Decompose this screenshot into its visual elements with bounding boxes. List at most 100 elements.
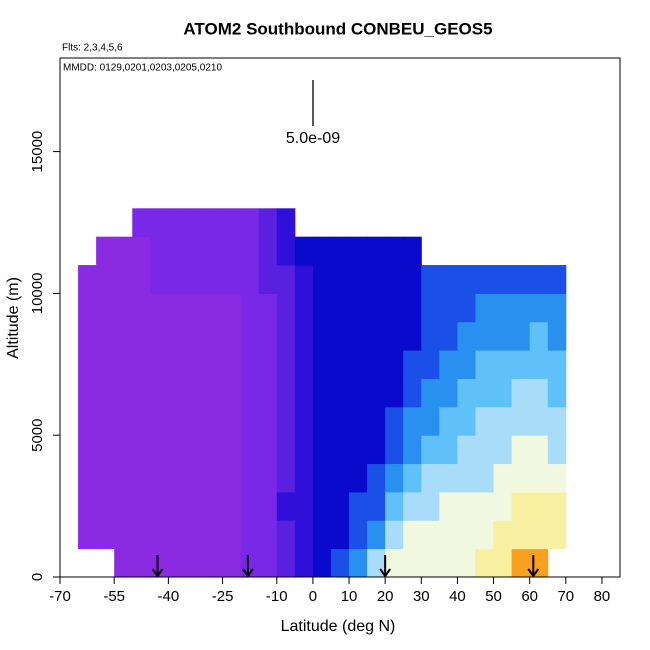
heat-cell xyxy=(240,548,260,578)
y-tick-label: 0 xyxy=(29,573,46,581)
heat-cell xyxy=(511,463,531,493)
heat-cell xyxy=(258,406,278,436)
heat-cell xyxy=(168,293,187,323)
x-tick-label: -70 xyxy=(49,588,71,605)
heat-cell xyxy=(276,293,296,323)
heat-cell xyxy=(276,321,296,351)
heat-cell xyxy=(367,265,386,294)
heat-cell xyxy=(457,350,476,379)
heat-cell xyxy=(367,491,386,521)
heat-cell xyxy=(222,265,242,294)
heat-cell xyxy=(150,350,169,379)
heat-cell xyxy=(312,236,332,266)
heat-cell xyxy=(114,520,133,550)
heat-cell xyxy=(168,321,187,351)
heat-cell xyxy=(78,463,97,493)
heat-cell xyxy=(222,463,242,493)
heat-cell xyxy=(132,406,151,436)
heat-cell xyxy=(168,265,187,294)
heat-cell xyxy=(421,463,440,493)
heat-cell xyxy=(367,463,386,493)
heat-cell xyxy=(385,406,404,436)
heat-cell xyxy=(511,406,531,436)
heat-cell xyxy=(276,548,296,578)
heat-cell xyxy=(529,350,549,379)
chart-title: ATOM2 Southbound CONBEU_GEOS5 xyxy=(183,19,492,38)
heat-cell xyxy=(132,350,151,379)
heat-cell xyxy=(330,293,350,323)
heat-cell xyxy=(186,520,206,550)
heat-cell xyxy=(349,378,368,408)
heat-cell xyxy=(529,520,549,550)
heat-cell xyxy=(114,435,133,465)
heat-cell xyxy=(240,236,260,266)
heat-cell xyxy=(258,350,278,379)
heat-cell xyxy=(457,293,476,323)
heat-cell xyxy=(457,435,476,465)
heat-cell xyxy=(529,435,549,465)
x-tick-label: -55 xyxy=(103,588,125,605)
y-tick-label: 10000 xyxy=(29,273,46,315)
heat-cell xyxy=(439,406,458,436)
heat-cell xyxy=(439,435,458,465)
heat-cell xyxy=(258,520,278,550)
heat-cell xyxy=(186,321,206,351)
heat-cell xyxy=(547,491,567,521)
heat-cell xyxy=(78,293,97,323)
heat-cell xyxy=(168,463,187,493)
heat-cell xyxy=(96,463,115,493)
heat-cell xyxy=(385,350,404,379)
heat-cell xyxy=(421,293,440,323)
heat-cell xyxy=(114,321,133,351)
heat-cell xyxy=(78,491,97,521)
heat-cell xyxy=(114,350,133,379)
heat-cell xyxy=(330,520,350,550)
heat-cell xyxy=(186,548,206,578)
heat-cell xyxy=(78,378,97,408)
heat-cell xyxy=(385,265,404,294)
heat-cell xyxy=(421,378,440,408)
heat-cell xyxy=(312,293,332,323)
heat-cell xyxy=(312,548,332,578)
heat-cell xyxy=(367,293,386,323)
heat-cell xyxy=(312,350,332,379)
heat-cell xyxy=(222,520,242,550)
heat-cell xyxy=(330,350,350,379)
heat-cell xyxy=(475,406,495,436)
x-tick-label: -40 xyxy=(158,588,180,605)
heat-cell xyxy=(186,406,206,436)
heat-cell xyxy=(457,520,476,550)
heat-cell xyxy=(132,548,151,578)
heat-cell xyxy=(78,406,97,436)
heat-cell xyxy=(385,378,404,408)
heat-cell xyxy=(168,435,187,465)
heat-cell xyxy=(511,293,531,323)
heat-cell xyxy=(529,491,549,521)
heat-cell xyxy=(294,491,314,521)
heat-cell xyxy=(457,321,476,351)
heat-cell xyxy=(385,491,404,521)
heat-cell xyxy=(403,406,422,436)
heat-cell xyxy=(168,406,187,436)
heat-cell xyxy=(96,236,115,266)
heat-cell xyxy=(475,350,495,379)
heat-cell xyxy=(457,491,476,521)
heat-cell xyxy=(529,378,549,408)
heat-cell xyxy=(511,548,531,578)
heat-cell xyxy=(258,378,278,408)
heat-cell xyxy=(258,491,278,521)
heat-cell xyxy=(312,406,332,436)
heat-cell xyxy=(204,208,224,238)
heat-cell xyxy=(511,520,531,550)
heat-cell xyxy=(511,350,531,379)
heat-cell xyxy=(403,350,422,379)
heat-cell xyxy=(439,463,458,493)
heat-cell xyxy=(529,265,549,294)
heat-cell xyxy=(330,378,350,408)
heat-cell xyxy=(493,293,513,323)
y-axis-label: Altitude (m) xyxy=(5,277,22,359)
heat-cell xyxy=(168,548,187,578)
heat-cell xyxy=(421,406,440,436)
x-tick-label: -25 xyxy=(212,588,234,605)
